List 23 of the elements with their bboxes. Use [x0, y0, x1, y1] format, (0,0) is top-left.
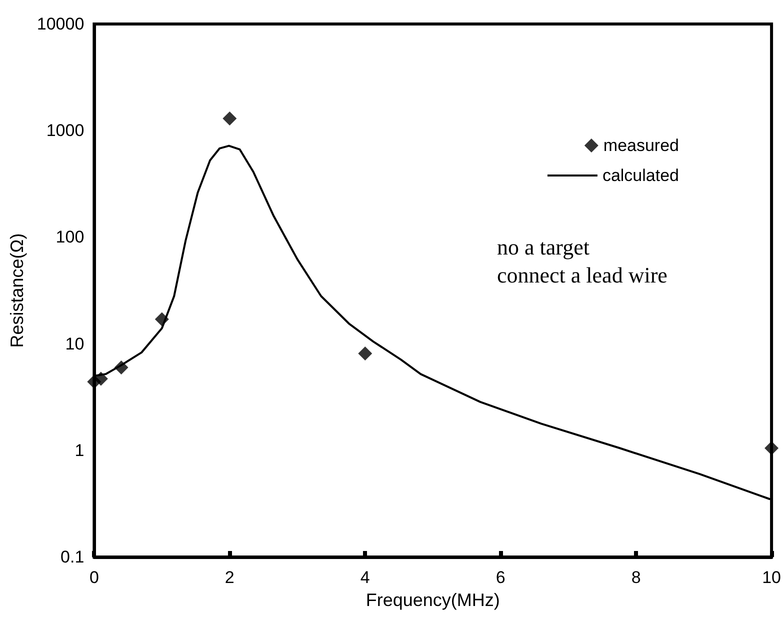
point: [764, 441, 779, 456]
x-tick-label: 4: [360, 568, 370, 587]
point: [154, 312, 169, 326]
x-axis-title: Frequency(MHz): [366, 590, 500, 610]
x-tick-label: 10: [762, 568, 782, 587]
point: [358, 346, 372, 361]
y-tick-label: 0.1: [60, 548, 84, 566]
annotation: connect a lead wire: [497, 262, 668, 288]
annotation: no a target: [497, 234, 590, 260]
y-tick-label: 10: [65, 334, 84, 354]
y-tick-label: 100: [56, 228, 84, 247]
y-tick-label: 1000: [46, 121, 84, 140]
x-tick-label: 6: [496, 568, 506, 587]
point: [222, 111, 237, 126]
legend-label: measured: [603, 136, 680, 155]
legend-label: calculated: [602, 166, 680, 185]
y-tick-label: 10000: [36, 14, 84, 34]
x-tick-label: 8: [631, 568, 641, 587]
point: [114, 360, 128, 374]
x-tick-label: 2: [224, 568, 234, 587]
y-tick-label: 1: [74, 440, 84, 460]
x-tick-label: 0: [89, 568, 99, 587]
y-axis-title: Resistance(Ω): [7, 233, 27, 348]
